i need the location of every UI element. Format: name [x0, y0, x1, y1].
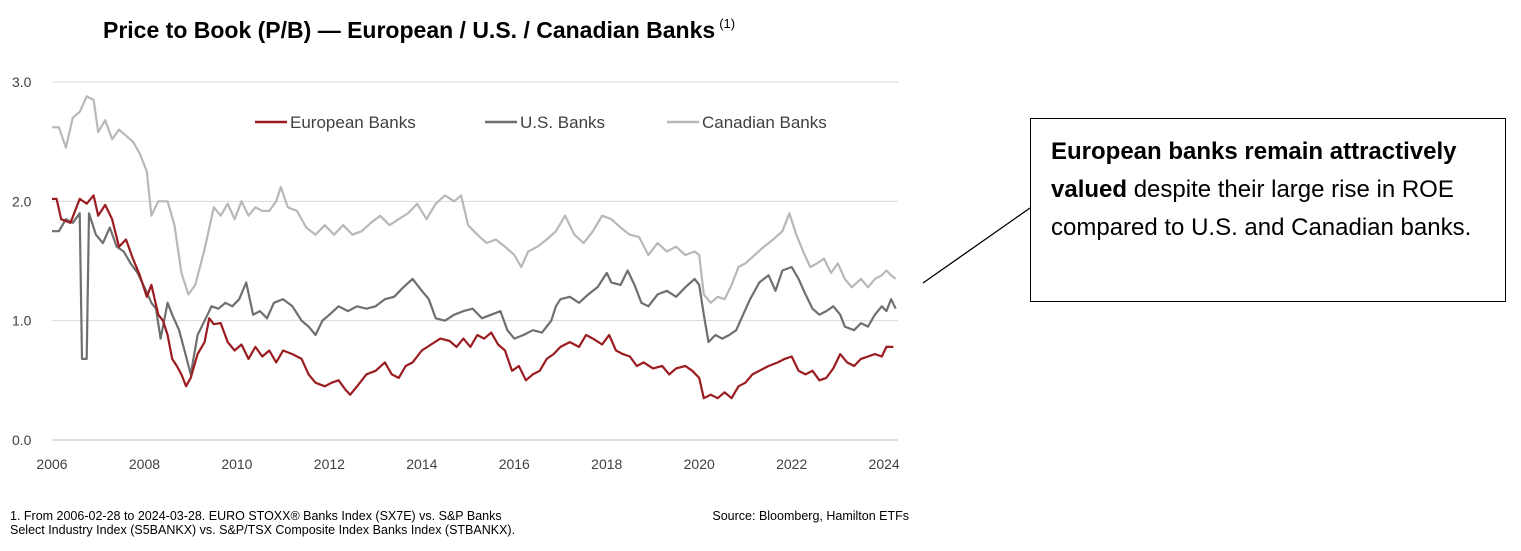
callout-bold-text: European banks remain attractively value… — [1051, 138, 1457, 203]
x-tick-label: 2016 — [499, 456, 530, 472]
legend-label-canadian: Canadian Banks — [702, 113, 827, 132]
series-line-canadian — [52, 95, 897, 304]
y-tick-label: 0.0 — [12, 432, 32, 448]
chart-legend: European Banks U.S. Banks Canadian Banks — [255, 113, 827, 132]
x-tick-label: 2008 — [129, 456, 160, 472]
callout-text: despite their large rise in ROE compared… — [1051, 176, 1472, 241]
x-tick-label: 2024 — [869, 456, 900, 472]
x-tick-label: 2014 — [406, 456, 437, 472]
chart-lines — [52, 95, 897, 400]
y-tick-label: 2.0 — [12, 193, 32, 209]
legend-label-european: European Banks — [290, 113, 416, 132]
title-footnote-marker: (1) — [719, 16, 736, 31]
y-tick-label: 3.0 — [12, 74, 32, 90]
callout-pointer — [922, 207, 1031, 284]
footnote-line-1: 1. From 2006-02-28 to 2024-03-28. EURO S… — [10, 509, 502, 523]
x-tick-label: 2018 — [591, 456, 622, 472]
footnote-line-2: Select Industry Index (S5BANKX) vs. S&P/… — [10, 523, 516, 537]
chart-grid — [52, 81, 898, 441]
source-note: Source: Bloomberg, Hamilton ETFs — [712, 509, 909, 523]
x-tick-label: 2012 — [314, 456, 345, 472]
x-tick-label: 2006 — [36, 456, 67, 472]
chart-title-text: Price to Book (P/B) — European / U.S. / … — [103, 17, 716, 43]
series-line-us — [52, 212, 897, 376]
y-tick-label: 1.0 — [12, 313, 32, 329]
x-tick-label: 2020 — [684, 456, 715, 472]
x-tick-label: 2010 — [221, 456, 252, 472]
x-tick-label: 2022 — [776, 456, 807, 472]
footnote: 1. From 2006-02-28 to 2024-03-28. EURO S… — [10, 509, 610, 537]
legend-label-us: U.S. Banks — [520, 113, 605, 132]
chart-ticks: 0.0 1.0 2.0 3.0 2006 2008 2010 2012 2014 2016 2018… — [12, 74, 900, 472]
series-line-european — [52, 194, 894, 400]
callout-box: European banks remain attractively value… — [1030, 118, 1506, 302]
chart-title: Price to Book (P/B) — European / U.S. / … — [103, 16, 735, 44]
